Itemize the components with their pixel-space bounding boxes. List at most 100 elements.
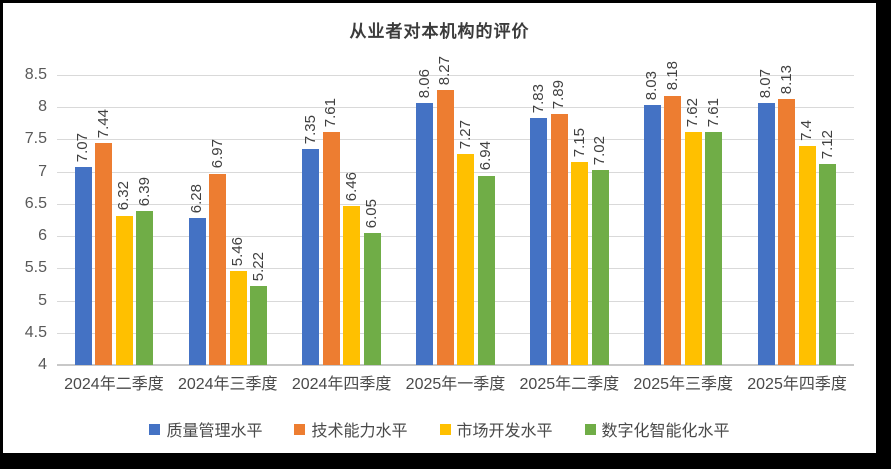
bar-市场开发水平-2025年二季度 bbox=[571, 162, 589, 365]
y-tick-label-8: 8 bbox=[38, 98, 47, 116]
bar-label: 5.22 bbox=[249, 252, 267, 282]
y-tick-label-4.5: 4.5 bbox=[24, 323, 47, 341]
bar-技术能力水平-2025年四季度 bbox=[778, 98, 796, 365]
x-tick-label-2024年四季度: 2024年四季度 bbox=[291, 376, 392, 393]
bar-市场开发水平-2025年四季度 bbox=[798, 145, 816, 365]
bar-label: 5.46 bbox=[229, 236, 247, 266]
bar-label: 8.13 bbox=[777, 64, 795, 94]
gridline-6.5 bbox=[57, 203, 854, 205]
bar-市场开发水平-2025年一季度 bbox=[457, 154, 475, 365]
bar-数字化智能化水平-2025年四季度 bbox=[819, 163, 837, 365]
y-tick-label-4: 4 bbox=[38, 356, 47, 373]
bar-label: 6.97 bbox=[208, 139, 226, 169]
bar-label: 6.32 bbox=[115, 181, 133, 211]
y-tick-label-6: 6 bbox=[38, 227, 47, 245]
bar-质量管理水平-2025年二季度 bbox=[530, 118, 548, 365]
legend-label: 市场开发水平 bbox=[456, 423, 553, 440]
bar-质量管理水平-2025年一季度 bbox=[416, 103, 434, 365]
legend-item-质量管理水平: 质量管理水平 bbox=[149, 417, 262, 441]
bar-数字化智能化水平-2024年三季度 bbox=[250, 286, 268, 365]
x-tick-label-2025年一季度: 2025年一季度 bbox=[405, 376, 506, 393]
y-tick-label-5: 5 bbox=[38, 291, 47, 309]
bar-label: 6.05 bbox=[363, 198, 381, 228]
bar-质量管理水平-2025年四季度 bbox=[757, 102, 775, 365]
legend-item-数字化智能化水平: 数字化智能化水平 bbox=[584, 417, 730, 441]
bar-质量管理水平-2025年三季度 bbox=[643, 105, 661, 365]
bar-技术能力水平-2024年三季度 bbox=[209, 173, 227, 365]
bar-技术能力水平-2024年二季度 bbox=[95, 143, 113, 365]
gridline-5 bbox=[57, 300, 854, 302]
legend-item-技术能力水平: 技术能力水平 bbox=[294, 417, 408, 441]
bar-label: 7.61 bbox=[704, 98, 722, 128]
bar-label: 7.44 bbox=[94, 109, 112, 139]
bar-label: 7.62 bbox=[684, 97, 702, 127]
y-tick-label-7: 7 bbox=[38, 162, 47, 180]
bar-label: 7.83 bbox=[529, 83, 547, 114]
bar-label: 7.27 bbox=[456, 120, 474, 150]
legend: 质量管理水平 技术能力水平 市场开发水平 数字化智能化水平 bbox=[3, 417, 876, 441]
bar-市场开发水平-2024年四季度 bbox=[343, 206, 361, 365]
bar-label: 7.35 bbox=[301, 114, 319, 145]
bar-label: 7.15 bbox=[570, 127, 588, 157]
bar-质量管理水平-2024年三季度 bbox=[188, 218, 206, 365]
bar-label: 6.94 bbox=[477, 141, 495, 171]
x-tick-label-2024年二季度: 2024年二季度 bbox=[64, 376, 164, 393]
chart-title: 从业者对本机构的评价 bbox=[349, 22, 530, 41]
bar-label: 6.46 bbox=[342, 172, 360, 202]
bar-label: 8.03 bbox=[643, 71, 661, 101]
bar-label: 6.39 bbox=[135, 176, 153, 206]
bar-数字化智能化水平-2024年四季度 bbox=[363, 232, 381, 365]
bar-技术能力水平-2025年二季度 bbox=[550, 114, 568, 365]
gridline-5.5 bbox=[57, 268, 854, 270]
bar-市场开发水平-2024年二季度 bbox=[115, 215, 133, 365]
bar-数字化智能化水平-2025年一季度 bbox=[477, 175, 495, 365]
legend-label: 技术能力水平 bbox=[311, 423, 408, 440]
gridline-7.5 bbox=[57, 139, 854, 141]
bar-label: 7.61 bbox=[322, 98, 340, 128]
bar-质量管理水平-2024年四季度 bbox=[302, 149, 320, 365]
y-tick-label-7.5: 7.5 bbox=[24, 130, 47, 148]
legend-label: 质量管理水平 bbox=[166, 423, 263, 440]
plot-area: 7.07 7.44 6.32 6.39 6.28 6.97 5.46 5.22 7.35 7.61… bbox=[57, 56, 854, 366]
gridline-8.5 bbox=[57, 75, 854, 76]
bar-label: 7.89 bbox=[550, 80, 568, 110]
y-axis: 8.5 8 7.5 7 6.5 6 5.5 5 4.5 4 bbox=[3, 66, 47, 373]
y-tick-label-5.5: 5.5 bbox=[24, 259, 47, 277]
x-tick-label-2025年四季度: 2025年四季度 bbox=[747, 376, 847, 393]
x-tick-label-2025年二季度: 2025年二季度 bbox=[519, 376, 620, 393]
bar-label: 8.07 bbox=[757, 68, 775, 98]
legend-item-市场开发水平: 市场开发水平 bbox=[439, 417, 553, 441]
legend-swatch-icon bbox=[294, 423, 306, 435]
bar-技术能力水平-2025年三季度 bbox=[664, 95, 682, 365]
bar-label: 8.18 bbox=[663, 61, 681, 91]
gridline-4.5 bbox=[57, 332, 854, 334]
bar-label: 7.02 bbox=[591, 136, 609, 166]
bar-label: 8.27 bbox=[436, 55, 454, 85]
legend-swatch-icon bbox=[439, 423, 451, 435]
bar-市场开发水平-2024年三季度 bbox=[229, 270, 247, 365]
legend-swatch-icon bbox=[149, 423, 161, 435]
legend-label: 数字化智能化水平 bbox=[601, 423, 730, 440]
bar-label: 7.07 bbox=[74, 132, 92, 163]
chart-card: 从业者对本机构的评价 8.5 8 7.5 7 6.5 6 5.5 5 4.5 4 7.07 7.44… bbox=[3, 3, 876, 453]
bar-数字化智能化水平-2025年二季度 bbox=[591, 170, 609, 365]
x-axis: 2024年二季度 2024年三季度 2024年四季度 2025年一季度 2025年二季度… bbox=[57, 374, 854, 396]
bar-技术能力水平-2024年四季度 bbox=[322, 132, 340, 365]
bar-label: 8.06 bbox=[415, 69, 433, 99]
x-tick-label-2025年三季度: 2025年三季度 bbox=[633, 376, 733, 393]
gridline-4 bbox=[57, 364, 854, 366]
bar-市场开发水平-2025年三季度 bbox=[684, 131, 702, 365]
bar-质量管理水平-2024年二季度 bbox=[74, 167, 92, 365]
gridline-6 bbox=[57, 236, 854, 238]
y-tick-label-8.5: 8.5 bbox=[24, 66, 47, 83]
bar-技术能力水平-2025年一季度 bbox=[436, 89, 454, 365]
bar-数字化智能化水平-2025年三季度 bbox=[705, 132, 723, 365]
bar-label: 6.28 bbox=[188, 183, 206, 214]
legend-swatch-icon bbox=[584, 423, 596, 435]
bar-label: 7.12 bbox=[818, 129, 836, 159]
x-tick-label-2024年三季度: 2024年三季度 bbox=[177, 376, 278, 393]
y-tick-label-6.5: 6.5 bbox=[24, 194, 47, 212]
bar-label: 7.4 bbox=[798, 120, 816, 141]
gridline-8 bbox=[57, 107, 854, 109]
bar-数字化智能化水平-2024年二季度 bbox=[136, 210, 154, 365]
